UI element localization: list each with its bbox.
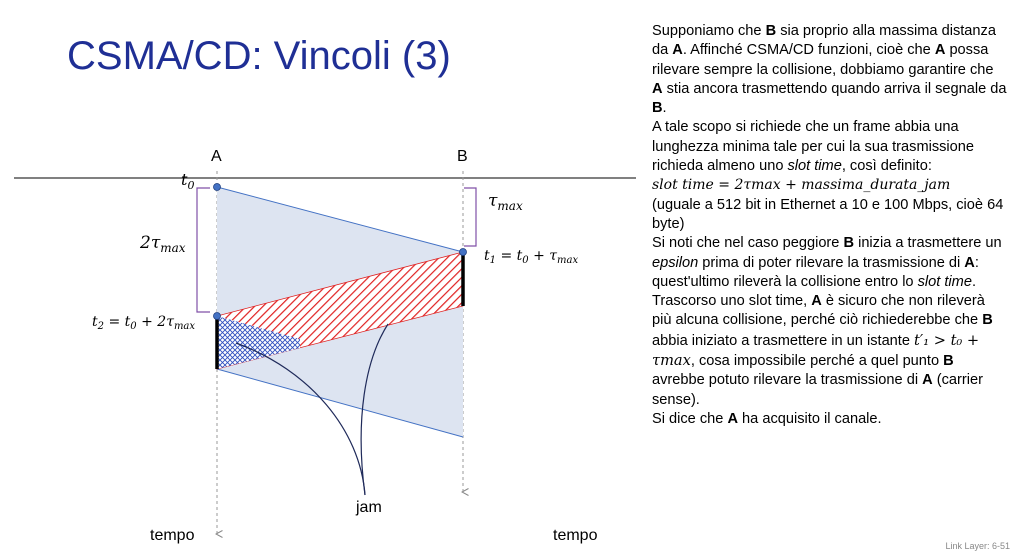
label-t0: t0 bbox=[181, 170, 194, 192]
node-b-label: B bbox=[457, 148, 468, 165]
label-t2: t2 = t0 + 2τmax bbox=[92, 314, 195, 332]
label-tau-max: τmax bbox=[488, 191, 523, 213]
point-t1 bbox=[459, 248, 467, 256]
bracket-2tau bbox=[196, 187, 210, 313]
label-t1: t1 = t0 + τmax bbox=[484, 248, 578, 266]
label-tempo-right: tempo bbox=[553, 527, 598, 544]
point-t0 bbox=[213, 183, 221, 191]
label-tempo-left: tempo bbox=[150, 527, 195, 544]
label-2tau-max: 2τmax bbox=[139, 233, 186, 255]
transmission-a-bottom-edge bbox=[216, 368, 464, 438]
explanation-text: Supponiamo che B sia proprio alla massim… bbox=[652, 22, 1008, 429]
paragraph-2: A tale scopo si richiede che un frame ab… bbox=[652, 119, 975, 175]
paragraph-3: (uguale a 512 bit in Ethernet a 10 e 100… bbox=[652, 196, 1004, 232]
node-a-label: A bbox=[211, 148, 222, 165]
paragraph-4: Si noti che nel caso peggiore B inizia a… bbox=[652, 235, 1002, 408]
slide-footer: Link Layer: 6-51 bbox=[945, 541, 1010, 551]
slot-time-formula: slot time = 2τmax + massima_durata_jam bbox=[652, 177, 951, 194]
slide-title: CSMA/CD: Vincoli (3) bbox=[67, 34, 451, 78]
jam-curve-right bbox=[360, 323, 389, 496]
point-t2 bbox=[213, 312, 221, 320]
jam-curve-left bbox=[235, 342, 366, 496]
collision-region-a bbox=[217, 316, 300, 369]
bracket-tau bbox=[464, 187, 477, 247]
csma-cd-diagram: A B t0 τmax 2τmax t1 = t0 + τmax t2 = t0… bbox=[14, 148, 636, 544]
label-jam: jam bbox=[355, 499, 382, 516]
transmission-a-top-edge bbox=[216, 186, 464, 253]
paragraph-5: Si dice che A ha acquisito il canale. bbox=[652, 410, 882, 427]
paragraph-1: Supponiamo che B sia proprio alla massim… bbox=[652, 23, 1007, 117]
